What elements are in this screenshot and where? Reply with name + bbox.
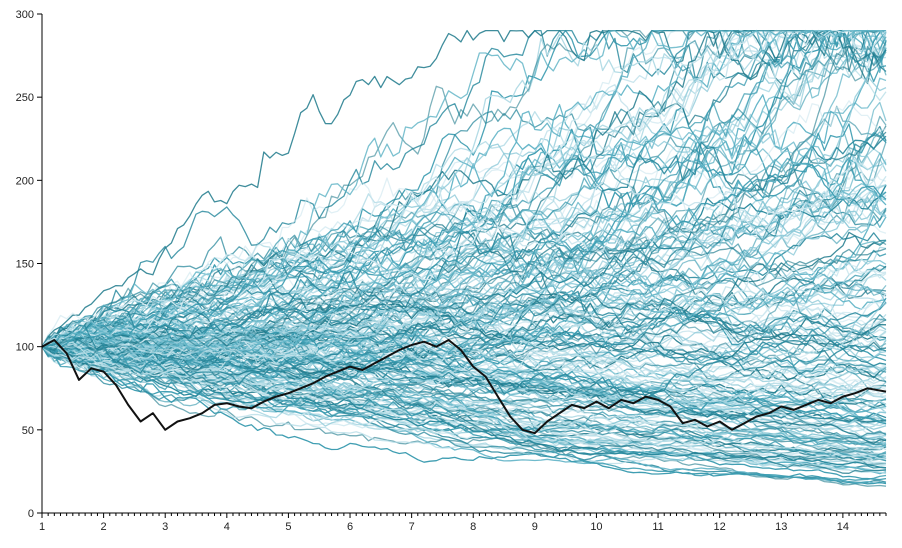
- x-tick-label: 6: [347, 521, 353, 533]
- simulated-path: [41, 163, 887, 348]
- simulated-path: [41, 158, 887, 348]
- simulated-path: [41, 346, 887, 426]
- simulated-path: [41, 44, 887, 348]
- simulated-path: [41, 342, 887, 404]
- x-tick-label: 12: [714, 521, 726, 533]
- x-tick-label: 2: [101, 521, 107, 533]
- simulated-path: [41, 337, 887, 481]
- simulated-path: [41, 135, 887, 351]
- simulated-path: [41, 249, 887, 361]
- x-tick-label: 9: [532, 521, 538, 533]
- y-tick-label: 100: [16, 342, 34, 354]
- simulated-path: [41, 324, 887, 397]
- x-axis-ticks: 1 2 3 4 5 6 7 8 9 10 11 12 13 14: [39, 513, 887, 533]
- simulated-path: [41, 261, 887, 404]
- simulated-path: [41, 29, 887, 348]
- simulated-path: [41, 29, 887, 355]
- simulated-path: [41, 340, 887, 409]
- y-tick-label: 200: [16, 175, 34, 187]
- simulated-path: [41, 288, 887, 357]
- simulated-path: [41, 29, 887, 349]
- simulated-path: [41, 248, 887, 353]
- x-tick-label: 1: [39, 521, 45, 533]
- simulated-path: [41, 346, 887, 460]
- y-tick-label: 50: [22, 425, 34, 437]
- x-tick-label: 14: [837, 521, 849, 533]
- y-tick-label: 150: [16, 259, 34, 271]
- simulated-path: [41, 46, 887, 358]
- x-tick-label: 3: [162, 521, 168, 533]
- simulated-path: [41, 240, 887, 352]
- simulated-path: [41, 342, 887, 396]
- x-tick-label: 8: [470, 521, 476, 533]
- simulated-path: [41, 231, 887, 354]
- simulated-path: [41, 75, 887, 349]
- y-axis-ticks: 0 50 100 150 200 250 300: [16, 9, 42, 520]
- x-tick-label: 11: [652, 521, 663, 533]
- y-tick-label: 300: [16, 9, 34, 21]
- x-tick-label: 13: [775, 521, 787, 533]
- simulated-path: [41, 29, 887, 348]
- x-tick-label: 4: [224, 521, 230, 533]
- simulated-path: [41, 346, 886, 466]
- simulated-path: [41, 29, 887, 354]
- simulated-path: [41, 331, 887, 385]
- highlight-series: [41, 339, 887, 435]
- simulated-path: [41, 157, 887, 366]
- simulated-path: [41, 144, 887, 350]
- simulated-paths: [41, 29, 887, 487]
- simulated-path: [42, 336, 887, 459]
- simulated-path: [41, 29, 887, 356]
- simulated-path: [41, 39, 887, 356]
- simulated-path: [41, 128, 887, 349]
- simulated-path: [41, 48, 887, 348]
- simulated-path: [41, 29, 887, 351]
- simulated-path: [41, 297, 887, 374]
- simulated-path: [41, 346, 887, 445]
- simulated-path: [41, 337, 887, 460]
- simulated-path: [41, 342, 887, 435]
- simulated-path: [41, 29, 886, 348]
- y-tick-label: 250: [16, 92, 34, 104]
- highlight-path: [41, 339, 887, 435]
- x-tick-label: 5: [285, 521, 291, 533]
- x-tick-label: 7: [409, 521, 415, 533]
- simulated-path: [41, 184, 887, 366]
- simulated-path: [41, 346, 887, 469]
- simulated-path: [41, 294, 887, 368]
- y-tick-label: 0: [28, 508, 34, 520]
- x-tick-label: 10: [590, 521, 602, 533]
